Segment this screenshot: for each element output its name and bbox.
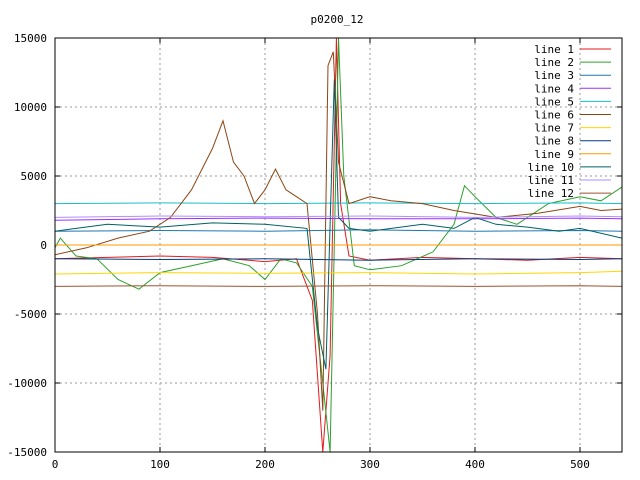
series-line-12 xyxy=(55,285,622,287)
legend-label: line 4 xyxy=(534,82,574,95)
legend-label: line 9 xyxy=(534,148,574,161)
legend-label: line 12 xyxy=(528,187,574,200)
x-tick-label: 400 xyxy=(465,458,485,471)
y-tick-label: 0 xyxy=(40,239,47,252)
legend-label: line 3 xyxy=(534,69,574,82)
y-tick-label: -15000 xyxy=(7,446,47,459)
series-line-10 xyxy=(55,79,622,370)
plot-frame xyxy=(54,37,623,453)
y-tick-label: -5000 xyxy=(14,308,47,321)
legend-label: line 2 xyxy=(534,56,574,69)
y-tick-label: -10000 xyxy=(7,377,47,390)
series-line-5 xyxy=(55,202,622,205)
series-line-7 xyxy=(55,270,622,275)
legend-label: line 6 xyxy=(534,109,574,122)
series-line-3 xyxy=(55,229,622,232)
axis-ticks: 0 100 200 300 400 500 -15000 -10000 -5000 0 5000 10… xyxy=(7,32,622,471)
y-tick-label: 10000 xyxy=(14,101,47,114)
series-line-4 xyxy=(55,217,622,221)
legend-label: line 7 xyxy=(534,122,574,135)
y-tick-label: 15000 xyxy=(14,32,47,45)
series-line-8 xyxy=(55,258,622,261)
series-line-6 xyxy=(55,51,622,411)
legend-label: line 1 xyxy=(534,43,574,56)
x-tick-label: 0 xyxy=(52,458,59,471)
legend-label: line 5 xyxy=(534,95,574,108)
legend-label: line 11 xyxy=(528,174,574,187)
x-tick-label: 200 xyxy=(255,458,275,471)
series-lines xyxy=(55,38,622,452)
y-tick-label: 5000 xyxy=(21,170,48,183)
x-tick-label: 100 xyxy=(150,458,170,471)
chart-title: p0200_12 xyxy=(311,13,364,26)
legend-label: line 10 xyxy=(528,161,574,174)
legend-label: line 8 xyxy=(534,135,574,148)
x-tick-label: 300 xyxy=(360,458,380,471)
series-line-11 xyxy=(55,215,622,218)
x-tick-label: 500 xyxy=(570,458,590,471)
